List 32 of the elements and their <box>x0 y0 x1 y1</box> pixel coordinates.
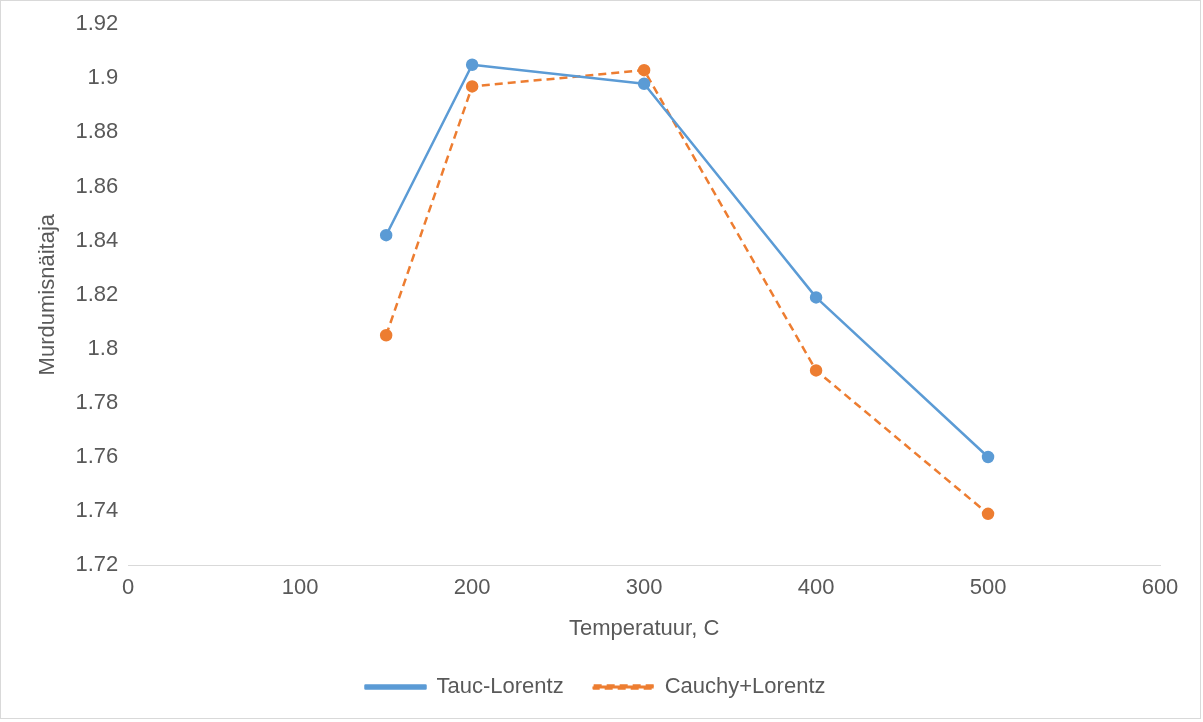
y-tick-label: 1.9 <box>87 64 119 90</box>
y-axis-title: Murdumisnäitaja <box>34 213 60 376</box>
point <box>637 77 651 90</box>
point <box>809 364 823 377</box>
point <box>379 228 393 242</box>
y-tick-label: 1.86 <box>75 172 119 198</box>
y-tick-label: 1.92 <box>75 10 119 36</box>
y-tick-label: 1.76 <box>75 443 119 469</box>
legend-label: Tauc-Lorentz <box>436 673 564 699</box>
point <box>981 507 995 521</box>
legend-label: Cauchy+Lorentz <box>664 673 826 699</box>
x-tick-label: 0 <box>122 574 135 600</box>
point <box>465 80 479 93</box>
point <box>637 63 651 77</box>
y-tick-label: 1.82 <box>75 280 119 306</box>
x-tick-label: 600 <box>1141 574 1179 600</box>
y-tick-label: 1.72 <box>75 551 119 577</box>
y-tick-label: 1.74 <box>75 497 119 523</box>
y-tick-label: 1.84 <box>75 226 119 252</box>
y-tick-label: 1.8 <box>87 334 119 360</box>
x-tick-label: 400 <box>797 574 835 600</box>
point <box>465 58 479 72</box>
y-tick-label: 1.88 <box>75 118 119 144</box>
x-tick-label: 300 <box>625 574 663 600</box>
x-axis-title: Temperatuur, C <box>568 614 720 640</box>
x-tick-label: 500 <box>969 574 1007 600</box>
point <box>379 329 393 342</box>
point <box>809 291 823 304</box>
x-tick-label: 100 <box>281 574 319 600</box>
y-tick-label: 1.78 <box>75 388 119 414</box>
x-tick-label: 200 <box>453 574 491 600</box>
point <box>981 450 995 464</box>
